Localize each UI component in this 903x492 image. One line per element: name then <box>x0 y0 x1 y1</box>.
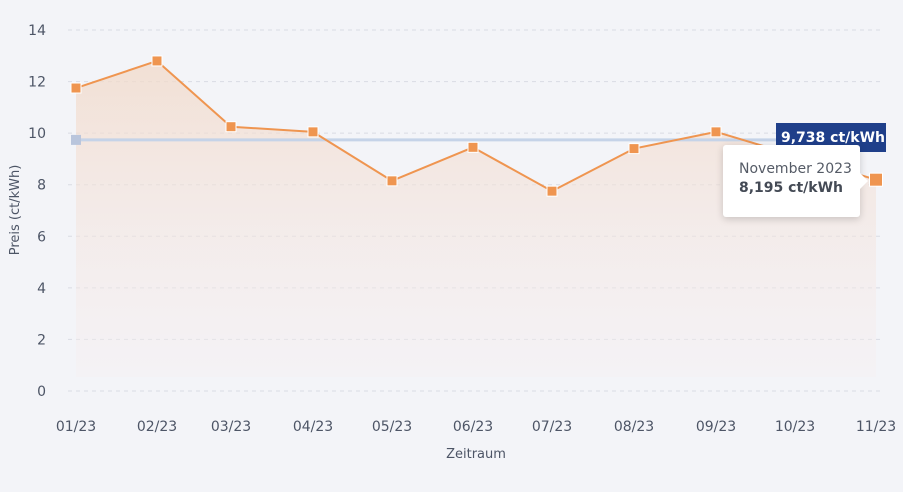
data-point-marker <box>710 126 722 138</box>
data-point-marker <box>307 126 319 138</box>
y-tick-label: 14 <box>28 23 46 39</box>
data-point-marker <box>386 175 398 187</box>
data-point-marker <box>467 141 479 153</box>
x-axis-title: Zeitraum <box>446 447 506 462</box>
y-tick-label: 0 <box>37 384 46 400</box>
tooltip-month: November 2023 <box>739 161 852 177</box>
price-area <box>76 60 876 377</box>
average-line-group <box>71 134 776 145</box>
price-markers <box>70 55 883 197</box>
x-tick-label: 05/23 <box>372 419 412 435</box>
data-point-marker <box>70 82 82 94</box>
price-line <box>75 59 877 193</box>
x-tick-label: 07/23 <box>532 419 572 435</box>
price-line-group <box>75 59 877 193</box>
x-tick-label: 01/23 <box>56 419 96 435</box>
x-tick-label: 11/23 <box>856 419 896 435</box>
y-tick-label: 10 <box>28 126 46 142</box>
x-tick-label: 09/23 <box>696 419 736 435</box>
x-tick-label: 06/23 <box>453 419 493 435</box>
y-tick-label: 12 <box>28 75 46 91</box>
y-tick-label: 6 <box>37 229 46 245</box>
x-tick-label: 10/23 <box>775 419 815 435</box>
x-tick-label: 04/23 <box>293 419 333 435</box>
average-label-text: 9,738 ct/kWh <box>781 130 885 146</box>
data-point-marker <box>628 143 640 155</box>
average-line-marker <box>71 134 81 145</box>
y-axis-title: Preis (ct/kWh) <box>8 165 23 256</box>
data-point-marker <box>869 172 883 187</box>
data-point-marker <box>225 121 237 133</box>
area-fill <box>76 60 876 377</box>
y-tick-label: 2 <box>37 332 46 348</box>
x-axis-ticks: 01/23 02/23 03/23 04/23 05/23 06/23 07/23 08/23… <box>56 419 896 435</box>
y-tick-label: 8 <box>37 178 46 194</box>
x-tick-label: 03/23 <box>211 419 251 435</box>
y-tick-label: 4 <box>37 281 46 297</box>
y-axis-ticks: 0 2 4 6 8 10 12 14 <box>28 23 46 400</box>
data-point-marker <box>151 55 163 67</box>
x-tick-label: 02/23 <box>137 419 177 435</box>
data-point-marker <box>546 185 558 197</box>
data-tooltip: November 2023 8,195 ct/kWh <box>723 145 868 217</box>
tooltip-value: 8,195 ct/kWh <box>739 180 843 196</box>
x-tick-label: 08/23 <box>614 419 654 435</box>
